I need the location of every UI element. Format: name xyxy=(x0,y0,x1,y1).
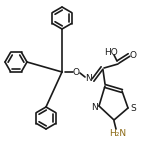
Text: N: N xyxy=(86,73,92,83)
Text: O: O xyxy=(129,51,136,59)
Text: S: S xyxy=(130,103,136,113)
Text: HO: HO xyxy=(104,47,118,57)
Text: H₂N: H₂N xyxy=(109,130,127,138)
Text: O: O xyxy=(73,67,80,77)
Text: N: N xyxy=(91,103,97,111)
